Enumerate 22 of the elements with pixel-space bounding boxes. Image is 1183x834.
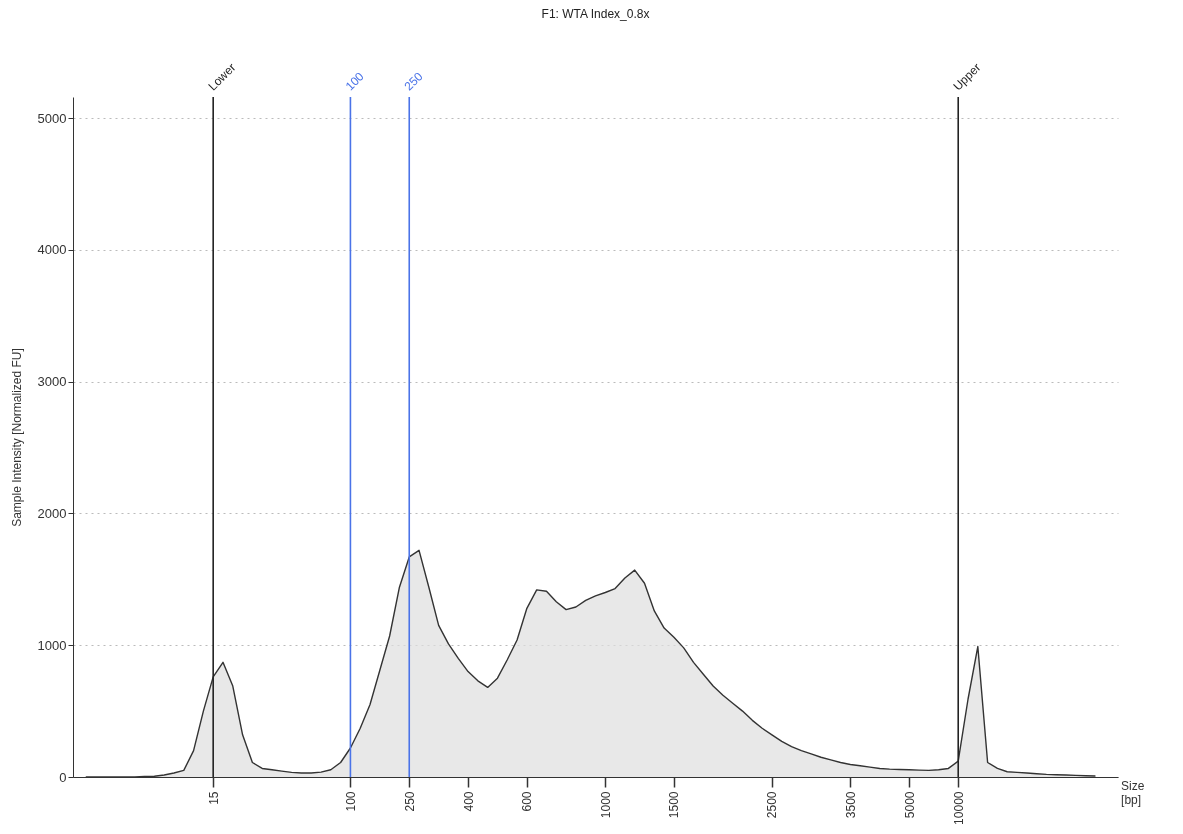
x-tick-label: 10000 (951, 791, 966, 825)
y-tick-label: 0 (59, 769, 67, 785)
y-tick-label: 4000 (37, 242, 67, 258)
x-tick-label: 250 (402, 791, 417, 812)
x-tick-label: 1000 (598, 791, 613, 819)
x-tick-label: 400 (461, 791, 476, 812)
y-tick-label: 3000 (37, 374, 67, 390)
x-tick-label: 15 (206, 791, 221, 805)
x-tick-label: 1500 (667, 791, 682, 819)
x-axis-title: Size [bp] (1121, 779, 1145, 807)
ref-line-label: 250 (401, 69, 426, 94)
x-tick-label: 2500 (765, 791, 780, 819)
x-tick-label: 100 (343, 791, 358, 812)
x-tick-label: 600 (520, 791, 535, 812)
y-tick-label: 2000 (37, 505, 67, 521)
x-tick-label: 5000 (902, 791, 917, 819)
y-tick-label: 5000 (37, 110, 67, 126)
x-tick-label: 3500 (843, 791, 858, 819)
chart-title: F1: WTA Index_0.8x (541, 7, 650, 22)
y-tick-label: 1000 (37, 637, 67, 653)
ref-line-label: 100 (342, 69, 367, 94)
y-axis-title: Sample Intensity [Normalized FU] (9, 348, 24, 527)
